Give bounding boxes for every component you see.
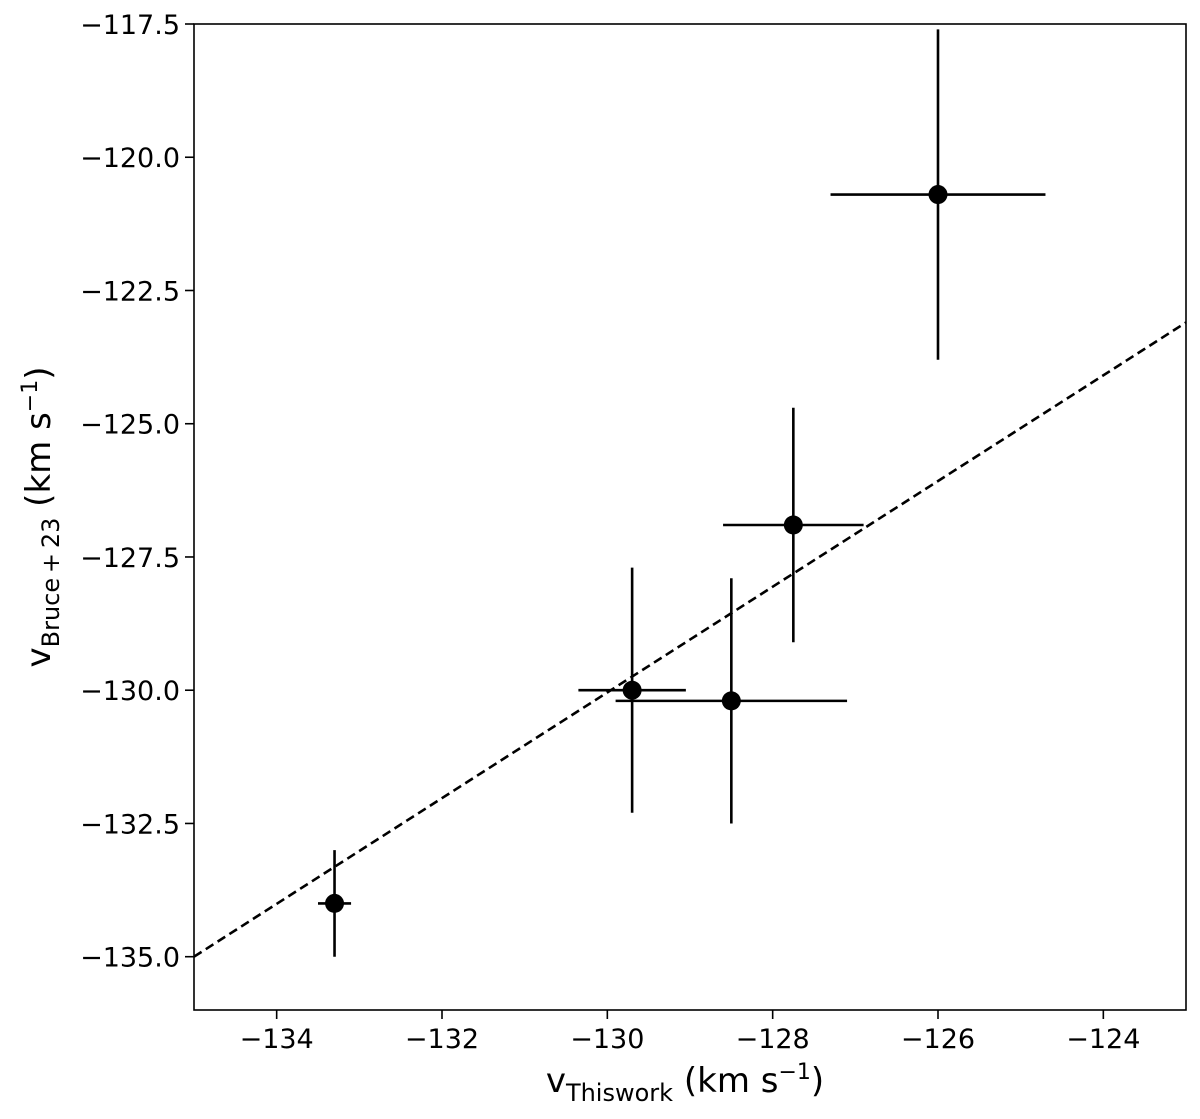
- data-point-1: [325, 893, 345, 913]
- y-tick-label-3: −130.0: [80, 676, 180, 707]
- y-tick-label-8: −117.5: [80, 10, 180, 41]
- xlabel-part-3: (km s: [673, 1061, 778, 1101]
- data-point-2: [622, 680, 642, 700]
- y-tick-label-1: −135.0: [80, 943, 180, 974]
- y-axis-label: vBruce + 23 (km s−1): [18, 367, 65, 668]
- reference-line: [194, 321, 1186, 958]
- ylabel-part-2: Bruce + 23: [37, 518, 65, 648]
- xlabel-part-1: v: [546, 1061, 566, 1101]
- x-tick-label-4: −128: [736, 1024, 810, 1055]
- x-tick-label-2: −132: [405, 1024, 479, 1055]
- ticks-layer: −134 −132 −130 −128 −126 −124 −135.0 −132.5 −130…: [80, 10, 1140, 1055]
- x-tick-label-6: −124: [1066, 1024, 1140, 1055]
- ylabel-part-1: v: [19, 647, 59, 667]
- ylabel-part-5: ): [19, 367, 59, 380]
- data-point-5: [928, 185, 948, 205]
- y-tick-label-7: −120.0: [80, 143, 180, 174]
- xlabel-part-4: −1: [778, 1060, 810, 1085]
- y-tick-label-5: −125.0: [80, 410, 180, 441]
- y-tick-label-6: −122.5: [80, 276, 180, 307]
- plot-layer: [194, 29, 1186, 958]
- x-tick-label-3: −130: [570, 1024, 644, 1055]
- x-tick-label-5: −126: [901, 1024, 975, 1055]
- ylabel-part-3: (km s: [19, 412, 59, 517]
- y-tick-label-4: −127.5: [80, 543, 180, 574]
- x-tick-label-1: −134: [240, 1024, 314, 1055]
- xlabel-part-5: ): [811, 1061, 824, 1101]
- xlabel-part-2: Thiswork: [565, 1079, 673, 1107]
- data-point-3: [721, 691, 741, 711]
- data-point-4: [783, 515, 803, 535]
- x-axis-label: vThiswork (km s−1): [546, 1060, 824, 1107]
- y-tick-label-2: −132.5: [80, 809, 180, 840]
- plot-frame: [193, 23, 1187, 1011]
- ylabel-part-4: −1: [18, 380, 43, 412]
